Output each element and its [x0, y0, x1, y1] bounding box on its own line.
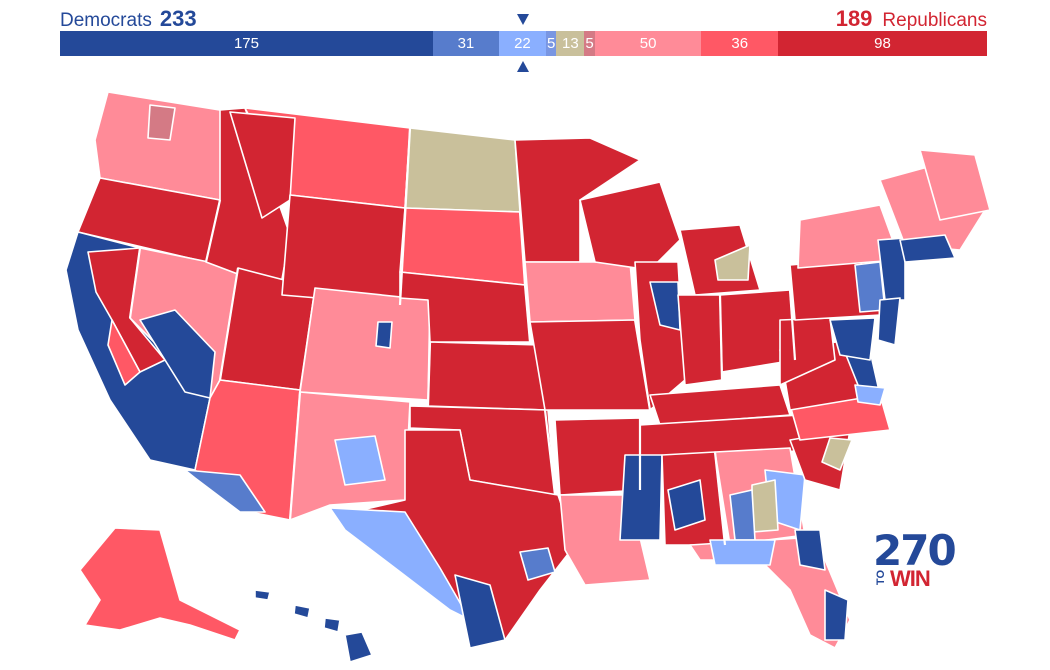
bar-segment[interactable]: 5 — [584, 31, 595, 56]
map-region-texas-houston[interactable] — [519, 547, 556, 581]
map-region-texas-south[interactable] — [454, 574, 506, 649]
state-borders — [128, 127, 797, 546]
map-region-texas-west[interactable] — [329, 507, 471, 621]
map-region-maine[interactable] — [919, 149, 991, 221]
bar-segment[interactable]: 36 — [701, 31, 779, 56]
270-to-win-logo: 270 TO WIN — [873, 526, 957, 592]
map-region-hawaii[interactable] — [254, 589, 373, 663]
bar-segment[interactable]: 31 — [432, 31, 499, 56]
map-region-florida-jacksonville[interactable] — [794, 529, 826, 571]
bar-segment[interactable]: 175 — [60, 31, 433, 56]
map-region-arizona-south[interactable] — [184, 469, 266, 513]
map-region-florida-north[interactable] — [709, 539, 776, 566]
bar-segment[interactable]: 13 — [556, 31, 585, 56]
logo-number: 270 — [873, 526, 957, 575]
logo-win: WIN — [890, 566, 931, 591]
republicans-count: 189 — [835, 6, 873, 31]
map-region-massachusetts[interactable] — [899, 234, 956, 263]
map-region-wisconsin[interactable] — [579, 181, 681, 271]
map-region-colorado-denver[interactable] — [375, 321, 393, 349]
map-region-indiana[interactable] — [677, 294, 723, 386]
democrats-count: 233 — [159, 6, 197, 31]
republicans-total: 189 Republicans — [836, 6, 987, 32]
seat-count-bar: 175 31 22 5 13 5 50 36 98 — [60, 31, 987, 56]
democrats-label: Democrats — [60, 10, 152, 31]
map-region-michigan-tossup[interactable] — [714, 244, 751, 281]
map-region-mississippi[interactable] — [619, 454, 663, 541]
map-region-new-jersey[interactable] — [877, 297, 901, 346]
map-region-washington-tossup[interactable] — [147, 104, 176, 141]
bar-segment[interactable]: 5 — [545, 31, 557, 56]
map-region-alaska[interactable] — [79, 527, 241, 641]
majority-marker-top-icon — [517, 14, 529, 25]
map-region-alabama-black-belt[interactable] — [667, 479, 706, 531]
map-region-georgia-tossup[interactable] — [751, 479, 779, 533]
map-region-missouri[interactable] — [529, 319, 651, 411]
map-region-florida-south[interactable] — [824, 589, 849, 641]
map-region-north-dakota[interactable] — [404, 127, 521, 213]
logo-to: TO — [875, 570, 887, 586]
map-region-new-mexico-north[interactable] — [334, 435, 386, 486]
bar-segment[interactable]: 22 — [498, 31, 546, 56]
republicans-label: Republicans — [882, 10, 987, 31]
map-region-south-carolina-coast[interactable] — [821, 437, 853, 471]
map-region-georgia-south[interactable] — [729, 489, 756, 541]
bar-segment[interactable]: 98 — [778, 31, 987, 56]
header: Democrats 233 189 Republicans — [60, 4, 987, 32]
democrats-total: Democrats 233 — [60, 6, 197, 32]
map-region-new-york-metro[interactable] — [877, 237, 906, 301]
map-region-virginia-beach[interactable] — [854, 384, 886, 406]
map-region-kansas[interactable] — [427, 341, 546, 411]
bar-segment[interactable]: 50 — [594, 31, 702, 56]
majority-marker-bottom-icon — [517, 61, 529, 72]
map-region-california-central[interactable] — [107, 319, 141, 386]
map-region-wyoming[interactable] — [281, 194, 406, 306]
map-region-delaware-md[interactable] — [829, 317, 876, 361]
map-region-iowa[interactable] — [524, 261, 636, 323]
map-region-colorado[interactable] — [299, 287, 431, 401]
map-region-nevada-south[interactable] — [139, 309, 216, 399]
